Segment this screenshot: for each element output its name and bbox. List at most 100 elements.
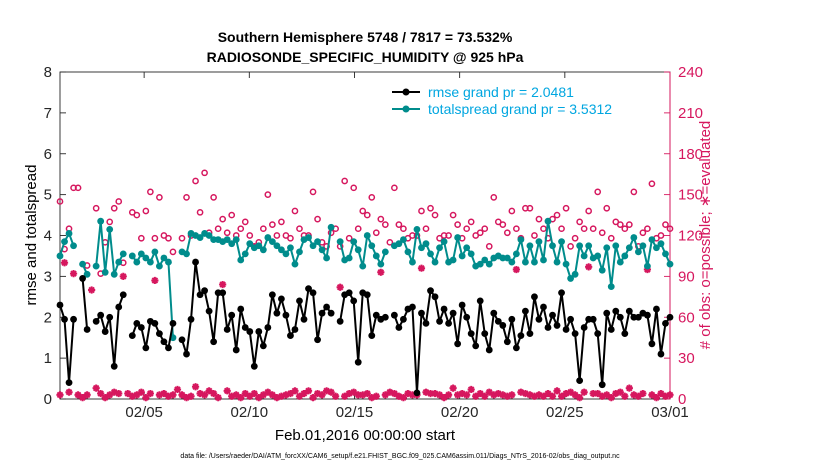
obs-evaluated-point	[458, 389, 466, 398]
totalspread-point	[395, 240, 403, 248]
rmse-point	[540, 303, 547, 311]
rmse-point	[445, 319, 452, 327]
totalspread-point	[621, 252, 629, 260]
rmse-series	[56, 258, 674, 397]
totalspread-point	[634, 248, 642, 256]
obs-evaluated-point	[359, 391, 367, 399]
obs-possible-point	[454, 221, 461, 228]
obs-evaluated-point	[657, 389, 665, 398]
totalspread-point	[246, 240, 254, 248]
obs-evaluated-point	[345, 389, 353, 398]
obs-possible-point	[314, 215, 321, 223]
totalspread-point	[282, 250, 290, 258]
rmse-point	[481, 330, 489, 337]
totalspread-point	[553, 258, 561, 266]
rmse-point	[210, 338, 218, 346]
totalspread-point	[323, 254, 330, 262]
obs-possible-point	[246, 232, 254, 239]
rmse-point	[454, 340, 462, 348]
rmse-point	[580, 324, 588, 331]
totalspread-point	[607, 283, 615, 290]
totalspread-point	[137, 250, 145, 258]
y2-tick-label: 90	[678, 268, 695, 285]
obs-evaluated-point	[300, 389, 308, 398]
obs-possible-point	[616, 221, 624, 228]
totalspread-point	[381, 248, 389, 256]
rmse-point	[422, 319, 430, 327]
obs-possible-point	[133, 211, 141, 219]
obs-evaluated-point	[291, 387, 299, 395]
obs-evaluated-point	[381, 391, 389, 399]
obs-possible-point	[391, 184, 398, 192]
obs-evaluated-point	[313, 389, 322, 398]
obs-possible-point	[264, 191, 272, 198]
obs-evaluated-point	[431, 389, 439, 398]
obs-possible-point	[526, 204, 534, 212]
totalspread-point	[56, 252, 64, 260]
obs-evaluated-point	[210, 389, 218, 398]
obs-possible-point	[210, 194, 217, 201]
obs-possible-point	[662, 221, 669, 228]
obs-possible-point	[463, 225, 471, 233]
y2-tick-label: 210	[678, 105, 703, 122]
obs-possible-point	[445, 232, 452, 239]
totalspread-point	[268, 238, 276, 246]
obs-evaluated-point	[557, 392, 566, 400]
obs-evaluated-point	[399, 394, 408, 402]
obs-possible-point	[169, 248, 177, 256]
obs-evaluated-point	[101, 394, 109, 402]
rmse-point	[291, 326, 299, 333]
obs-evaluated-point	[485, 388, 493, 396]
obs-possible-point	[476, 229, 484, 237]
y-tick-label: 4	[44, 228, 52, 245]
obs-possible-point	[156, 194, 163, 201]
rmse-point	[169, 319, 177, 327]
obs-possible-point	[147, 188, 154, 196]
rmse-point	[522, 307, 529, 315]
totalspread-point	[237, 256, 245, 264]
rmse-point	[368, 332, 376, 340]
rmse-point	[327, 309, 335, 317]
obs-evaluated-point	[530, 392, 539, 400]
totalspread-point	[512, 250, 520, 258]
rmse-point	[115, 303, 123, 311]
obs-possible-point	[666, 225, 674, 233]
rmse-point	[512, 344, 520, 352]
rmse-point	[56, 301, 64, 309]
obs-evaluated-point	[250, 389, 258, 398]
obs-evaluated-point	[309, 394, 317, 402]
obs-possible-point	[386, 238, 394, 246]
rmse-point	[178, 336, 186, 344]
totalspread-point	[128, 252, 136, 260]
obs-evaluated-point	[327, 388, 335, 396]
obs-evaluated-point	[368, 394, 376, 402]
rmse-point	[97, 311, 105, 319]
obs-evaluated-point	[336, 283, 344, 291]
rmse-point	[205, 307, 213, 315]
totalspread-point	[485, 260, 493, 268]
totalspread-point	[476, 260, 484, 268]
obs-evaluated-point	[562, 389, 570, 398]
totalspread-point	[363, 232, 371, 239]
legend-spread-marker	[402, 105, 410, 113]
rmse-point	[603, 309, 611, 317]
rmse-point	[101, 328, 109, 335]
obs-possible-point	[291, 207, 299, 215]
rmse-point	[336, 317, 344, 325]
obs-evaluated-point	[246, 392, 254, 400]
obs-evaluated-point	[350, 388, 358, 396]
obs-possible-point	[368, 194, 376, 201]
rmse-point	[106, 313, 114, 321]
rmse-point	[531, 293, 538, 301]
rmse-point	[372, 311, 380, 319]
obs-possible-point	[377, 215, 385, 223]
obs-possible-point	[503, 229, 511, 237]
y-tick-label: 0	[44, 391, 52, 408]
rmse-point	[485, 346, 493, 354]
x-tick-label: 03/01	[651, 404, 689, 421]
obs-possible-point	[422, 225, 430, 233]
rmse-point	[576, 377, 584, 385]
totalspread-point	[205, 232, 213, 239]
obs-possible-point	[309, 188, 317, 196]
